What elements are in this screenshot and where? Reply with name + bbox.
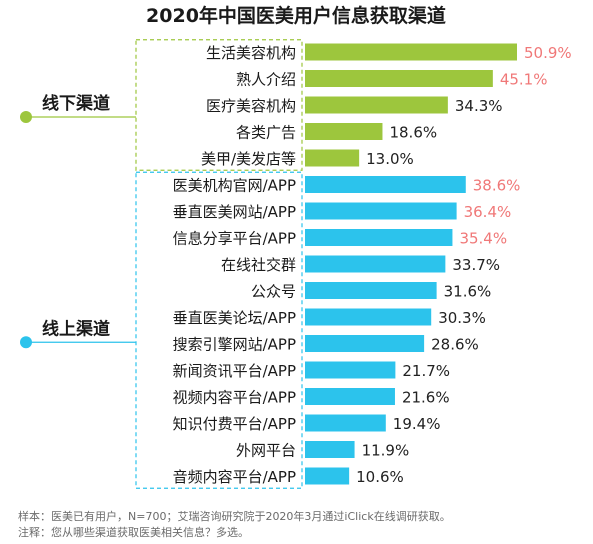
bar	[305, 229, 453, 246]
bar	[305, 414, 386, 432]
data-label: 21.7%	[402, 362, 450, 380]
data-label: 34.3%	[455, 97, 503, 115]
bar	[305, 176, 466, 193]
category-label: 生活美容机构	[206, 44, 296, 62]
category-label: 垂直医美论坛/APP	[173, 309, 296, 327]
bar	[305, 202, 457, 220]
data-label: 35.4%	[459, 230, 507, 248]
bar	[305, 96, 448, 114]
category-label: 视频内容平台/APP	[173, 389, 296, 407]
data-label: 36.4%	[464, 203, 512, 221]
category-label: 信息分享平台/APP	[173, 230, 296, 248]
data-label: 28.6%	[431, 336, 479, 354]
category-label: 搜索引擎网站/APP	[173, 336, 296, 354]
group-box	[135, 171, 303, 489]
bar	[305, 308, 432, 326]
category-label: 在线社交群	[221, 256, 296, 274]
data-label: 13.0%	[366, 150, 414, 168]
group-dot-icon	[20, 111, 32, 123]
bar	[305, 467, 350, 485]
category-label: 医疗美容机构	[206, 97, 296, 115]
bar	[305, 441, 355, 458]
data-label: 50.9%	[524, 44, 572, 62]
data-label: 31.6%	[444, 283, 492, 301]
data-label: 45.1%	[500, 71, 548, 89]
category-label: 医美机构官网/APP	[173, 177, 296, 195]
data-label: 19.4%	[393, 415, 441, 433]
category-label: 美甲/美发店等	[201, 150, 296, 168]
category-label: 知识付费平台/APP	[173, 415, 296, 433]
group-label: 线下渠道	[42, 93, 110, 114]
bar	[305, 43, 517, 61]
bar	[305, 361, 396, 379]
category-label: 垂直医美网站/APP	[173, 203, 296, 221]
group-dot-icon	[20, 336, 32, 349]
bar	[305, 282, 437, 299]
group-label: 线上渠道	[42, 318, 110, 339]
category-label: 外网平台	[236, 442, 296, 460]
bar	[305, 388, 395, 405]
data-label: 21.6%	[402, 389, 450, 407]
bar	[305, 255, 446, 273]
category-label: 音频内容平台/APP	[173, 468, 296, 486]
data-label: 33.7%	[452, 256, 500, 274]
sample-footnote: 样本：医美已有用户，N=700；艾瑞咨询研究院于2020年3月通过iClick在…	[18, 510, 451, 523]
category-label: 公众号	[251, 283, 296, 301]
category-label: 各类广告	[236, 124, 296, 142]
bar	[305, 123, 383, 140]
question-footnote: 注释：您从哪些渠道获取医美相关信息？多选。	[18, 526, 249, 539]
group-box	[135, 39, 303, 171]
bar	[305, 70, 493, 87]
bar	[305, 335, 425, 352]
data-label: 10.6%	[356, 468, 404, 486]
data-label: 38.6%	[473, 177, 521, 195]
bar	[305, 149, 360, 167]
data-label: 18.6%	[389, 124, 437, 142]
data-label: 11.9%	[362, 442, 410, 460]
chart-title: 2020年中国医美用户信息获取渠道	[146, 4, 446, 27]
data-label: 30.3%	[438, 309, 486, 327]
category-label: 熟人介绍	[236, 71, 296, 89]
category-label: 新闻资讯平台/APP	[173, 362, 296, 380]
